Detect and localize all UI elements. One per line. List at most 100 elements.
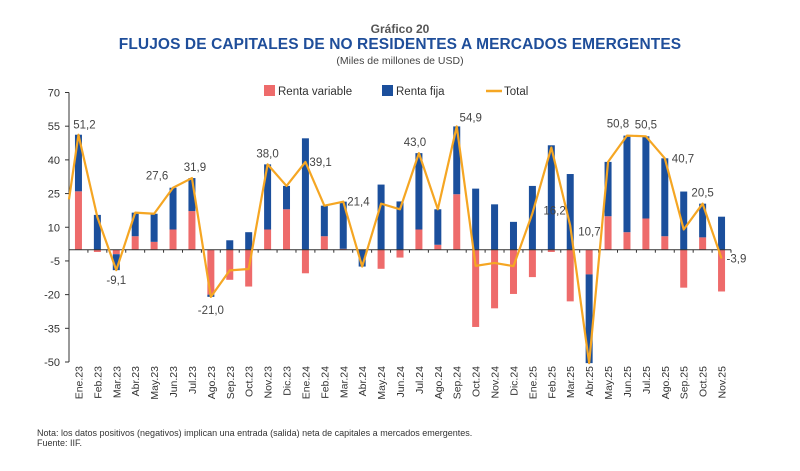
data-label: 40,7: [672, 153, 694, 165]
legend: Renta variable Renta fija Total: [264, 85, 528, 98]
y-tick-label: -20: [44, 290, 60, 302]
bar-renta-variable: [150, 241, 158, 250]
data-label: 10,7: [578, 227, 600, 239]
x-tick-label: Feb.25: [546, 366, 558, 399]
bar-renta-variable: [320, 236, 328, 250]
bar-renta-fija: [188, 178, 196, 212]
bar-renta-variable: [453, 194, 461, 250]
bar-renta-fija: [358, 249, 366, 267]
legend-renta-variable-swatch: [264, 85, 275, 96]
x-tick-label: Jul.25: [641, 366, 653, 394]
data-label: 21,4: [347, 197, 370, 209]
data-label: 54,9: [460, 112, 482, 124]
x-tick-label: Oct.24: [471, 366, 483, 397]
x-tick-label: Jun.25: [622, 366, 634, 398]
bars: [74, 126, 726, 364]
bar-renta-fija: [566, 174, 574, 250]
bar-renta-fija: [491, 204, 499, 250]
x-tick-label: May.24: [376, 366, 388, 400]
data-label: 51,2: [73, 120, 95, 132]
bar-renta-fija: [245, 232, 253, 250]
chart-subtitle: (Miles de millones de USD): [336, 55, 464, 67]
bar-renta-fija: [509, 221, 517, 250]
bar-renta-variable: [661, 236, 669, 250]
bar-renta-fija: [585, 274, 593, 364]
legend-renta-fija: Renta fija: [382, 85, 445, 98]
x-tick-label: Abr.25: [584, 366, 596, 397]
bar-renta-variable: [680, 249, 688, 288]
data-label: 27,6: [146, 171, 168, 183]
data-label: -21,0: [198, 305, 224, 317]
data-label: 39,1: [309, 157, 331, 169]
bar-renta-fija: [283, 185, 291, 210]
bar-renta-variable: [112, 249, 120, 255]
data-label: -9,1: [106, 275, 126, 287]
data-labels: 51,2 -9,1 27,6 31,9 -21,0 38,0 39,1 21,4 43,0 54,…: [73, 112, 746, 316]
x-tick-label: May.25: [603, 366, 615, 400]
x-tick-label: Ene.24: [300, 366, 312, 399]
x-tick-label: Nov.23: [263, 366, 275, 399]
y-tick-label: 40: [48, 155, 60, 167]
y-tick-label: 55: [48, 121, 60, 133]
legend-total-label: Total: [504, 86, 528, 98]
data-label: 50,8: [607, 119, 629, 131]
x-tick-label: Feb.23: [92, 366, 104, 399]
bar-renta-fija: [226, 240, 234, 250]
x-tick-label: Jun.23: [168, 366, 180, 398]
bar-renta-variable: [74, 191, 82, 250]
bar-renta-fija: [642, 136, 650, 219]
x-tick-label: Jul.23: [187, 366, 199, 394]
bar-renta-variable: [585, 249, 593, 275]
bar-renta-variable: [509, 249, 517, 294]
bar-renta-fija: [264, 164, 272, 230]
total-line-group: [67, 125, 723, 365]
x-tick-label: Sep.24: [452, 366, 464, 399]
bar-renta-variable: [491, 249, 499, 309]
bar-renta-variable: [131, 236, 139, 250]
bar-renta-fija: [93, 214, 101, 250]
legend-renta-variable: Renta variable: [264, 85, 352, 98]
bar-renta-fija: [453, 126, 461, 195]
bar-renta-fija: [339, 201, 347, 249]
x-tick-label: Jun.24: [395, 366, 407, 398]
data-label: 20,5: [691, 188, 713, 200]
total-line: [67, 125, 723, 365]
bar-renta-variable: [207, 249, 215, 295]
bar-renta-fija: [301, 138, 309, 250]
bar-renta-variable: [188, 211, 196, 250]
x-tick-label: Dic.23: [282, 366, 294, 396]
bar-renta-variable: [528, 249, 536, 278]
figure-number: Gráfico 20: [370, 22, 430, 36]
bar-renta-variable: [301, 249, 309, 274]
data-label: 43,0: [404, 137, 426, 149]
x-tick-label: Oct.25: [698, 366, 710, 397]
x-tick-label: Mar.23: [111, 366, 123, 398]
bar-renta-variable: [283, 209, 291, 250]
bar-renta-variable: [396, 249, 404, 258]
bar-renta-variable: [415, 229, 423, 250]
bar-renta-fija: [528, 185, 536, 250]
y-tick-label: 70: [48, 88, 60, 100]
bar-renta-variable: [169, 229, 177, 250]
bar-renta-fija: [623, 135, 631, 233]
x-tick-label: Mar.24: [338, 366, 350, 398]
bar-renta-fija: [472, 188, 480, 250]
bar-renta-variable: [699, 237, 707, 250]
legend-renta-fija-label: Renta fija: [396, 86, 445, 98]
y-tick-label: -5: [50, 256, 60, 268]
x-tick-label: Nov.24: [490, 366, 502, 399]
bar-renta-variable: [434, 244, 442, 250]
chart-title: FLUJOS DE CAPITALES DE NO RESIDENTES A M…: [118, 36, 682, 53]
bar-renta-fija: [169, 187, 177, 230]
data-label: 50,5: [635, 119, 657, 131]
bar-renta-fija: [415, 153, 423, 230]
x-tick-label: Sep.25: [679, 366, 691, 399]
bar-renta-fija: [396, 201, 404, 250]
bar-renta-fija: [718, 216, 726, 250]
data-label: 38,0: [256, 148, 278, 160]
x-tick-label: Dic.24: [508, 366, 520, 396]
y-tick-label: 25: [48, 189, 60, 201]
bar-renta-variable: [623, 232, 631, 250]
bar-renta-fija: [699, 203, 707, 238]
